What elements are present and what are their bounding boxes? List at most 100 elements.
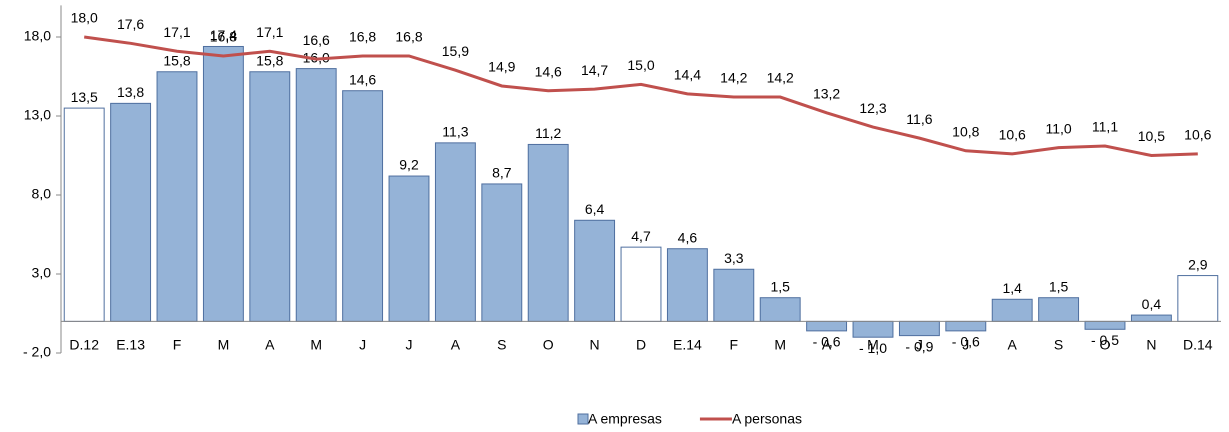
bar <box>991 298 1033 322</box>
bar <box>156 71 198 322</box>
x-tick-label: S <box>1054 337 1063 353</box>
legend-label: A empresas <box>588 411 662 427</box>
x-tick-label: F <box>730 337 739 353</box>
line <box>83 35 1198 158</box>
bar <box>574 219 616 322</box>
bar-value-label: 15,8 <box>256 52 283 68</box>
line-value-label: 10,8 <box>952 123 979 139</box>
legend-swatch <box>577 413 589 425</box>
line-value-label: 17,1 <box>163 24 190 40</box>
line-value-label: 15,0 <box>627 57 654 73</box>
line-value-label: 17,6 <box>117 16 144 32</box>
bar <box>388 175 430 322</box>
bar <box>1130 314 1172 322</box>
bar <box>713 268 755 322</box>
line-value-label: 10,5 <box>1138 128 1165 144</box>
line-value-label: 12,3 <box>859 100 886 116</box>
bar <box>806 320 848 332</box>
bar <box>249 71 291 322</box>
line-value-label: 16,8 <box>210 29 237 45</box>
bar <box>852 320 894 338</box>
bar <box>1177 275 1219 322</box>
bar <box>620 246 662 322</box>
bar-value-label: 16,0 <box>303 49 330 65</box>
line-value-label: 14,4 <box>674 67 701 83</box>
line-value-label: 14,9 <box>488 59 515 75</box>
bar-value-label: - 0,6 <box>813 334 841 350</box>
bar-value-label: 8,7 <box>492 165 512 181</box>
bar-value-label: 11,3 <box>442 124 468 140</box>
bar-value-label: 17,4 <box>210 27 237 43</box>
line-value-label: 17,1 <box>256 24 283 40</box>
line-value-label: 16,8 <box>395 29 422 45</box>
y-tick-label: - 2,0 <box>23 344 51 360</box>
line-value-label: 11,0 <box>1045 120 1071 136</box>
line-value-label: 15,9 <box>442 43 469 59</box>
bar <box>759 297 801 322</box>
bar-value-label: 9,2 <box>399 157 419 173</box>
x-tick-label: M <box>310 337 322 353</box>
x-tick-label: S <box>497 337 506 353</box>
bar-value-label: 3,3 <box>724 250 744 266</box>
line-value-label: 14,2 <box>767 70 794 86</box>
bar <box>434 142 476 322</box>
bar-value-label: 13,5 <box>71 89 98 105</box>
bar-value-label: 11,2 <box>535 125 561 141</box>
x-tick-label: J <box>916 337 923 353</box>
bar-value-label: 15,8 <box>163 52 190 68</box>
line-value-label: 11,1 <box>1092 119 1118 135</box>
bar <box>945 320 987 332</box>
x-tick-label: A <box>822 337 832 353</box>
line-value-label: 11,6 <box>906 111 932 127</box>
bar <box>481 183 523 322</box>
x-tick-label: O <box>543 337 554 353</box>
bar-value-label: 0,4 <box>1142 296 1162 312</box>
bar-value-label: 4,6 <box>678 229 698 245</box>
x-tick-label: A <box>451 337 461 353</box>
x-tick-label: D.14 <box>1183 337 1213 353</box>
line-value-label: 10,6 <box>999 127 1026 143</box>
bar-value-label: - 0,9 <box>905 338 933 354</box>
line-value-label: 18,0 <box>71 10 98 26</box>
bar <box>295 68 337 322</box>
bar <box>63 107 105 322</box>
bar-value-label: - 0,5 <box>1091 332 1119 348</box>
x-tick-label: E.13 <box>116 337 145 353</box>
y-tick-label: 3,0 <box>32 265 52 281</box>
y-tick-label: 8,0 <box>32 186 52 202</box>
bar-value-label: 1,4 <box>1002 280 1022 296</box>
x-tick-label: D.12 <box>69 337 99 353</box>
bar <box>342 90 384 322</box>
x-tick-label: J <box>962 337 969 353</box>
y-tick-label: 13,0 <box>24 107 51 123</box>
line-value-label: 16,8 <box>349 29 376 45</box>
x-tick-label: D <box>636 337 646 353</box>
legend-label: A personas <box>732 411 802 427</box>
line-value-label: 14,2 <box>720 70 747 86</box>
line-value-label: 14,6 <box>535 63 562 79</box>
x-tick-label: J <box>406 337 413 353</box>
bar-value-label: 13,8 <box>117 84 144 100</box>
line-value-label: 13,2 <box>813 86 840 102</box>
bar-value-label: - 0,6 <box>952 334 980 350</box>
bar-value-label: 6,4 <box>585 201 605 217</box>
x-tick-label: O <box>1100 337 1111 353</box>
bar <box>1084 320 1126 330</box>
bar-value-label: 14,6 <box>349 71 376 87</box>
x-tick-label: J <box>359 337 366 353</box>
x-tick-label: F <box>173 337 182 353</box>
bar-value-label: - 1,0 <box>859 340 887 356</box>
bar <box>202 45 244 322</box>
x-tick-label: M <box>774 337 786 353</box>
x-tick-label: A <box>1008 337 1018 353</box>
x-tick-label: N <box>1146 337 1156 353</box>
x-tick-label: M <box>218 337 230 353</box>
bar-value-label: 2,9 <box>1188 256 1208 272</box>
bar-value-label: 1,5 <box>770 278 790 294</box>
bar-value-label: 4,7 <box>631 228 651 244</box>
line-value-label: 16,6 <box>303 32 330 48</box>
y-tick-label: 18,0 <box>24 28 51 44</box>
bar <box>527 143 569 322</box>
line-value-label: 14,7 <box>581 62 608 78</box>
